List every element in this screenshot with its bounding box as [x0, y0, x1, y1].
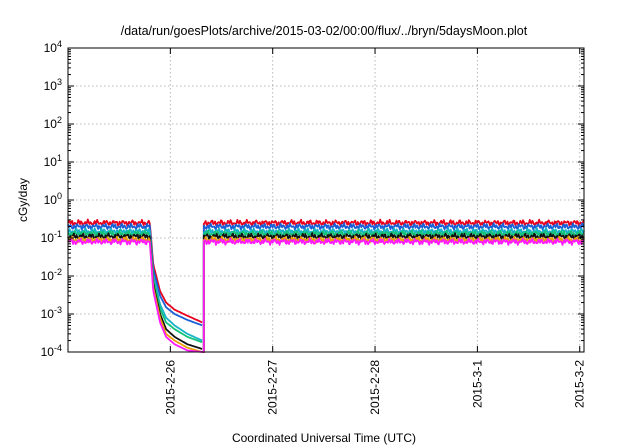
y-tick-label: 104 [44, 39, 62, 55]
series-line [67, 235, 585, 353]
series-line [67, 229, 584, 353]
y-tick-exponent: -3 [54, 305, 62, 315]
y-tick-base: 10 [44, 79, 58, 93]
y-tick-exponent: -1 [54, 229, 62, 239]
y-tick-base: 10 [41, 345, 55, 359]
y-tick-label: 10-4 [41, 343, 62, 359]
x-tick-label: 2015-2-26 [163, 360, 177, 415]
y-tick-base: 10 [41, 231, 55, 245]
y-tick-exponent: 2 [57, 115, 62, 125]
y-tick-exponent: 4 [57, 39, 62, 49]
series-path [203, 235, 585, 245]
y-tick-base: 10 [41, 269, 55, 283]
y-tick-label: 10-2 [41, 267, 62, 283]
y-tick-exponent: -4 [54, 343, 62, 353]
x-tick-label: 2015-3-1 [470, 360, 484, 408]
series-path [203, 222, 585, 231]
x-tick-label: 2015-2-28 [368, 360, 382, 415]
y-tick-exponent: 0 [57, 191, 62, 201]
series-path [67, 222, 203, 327]
series-path [202, 227, 585, 236]
grid [68, 48, 584, 352]
y-tick-exponent: -2 [54, 267, 62, 277]
series-gap-jump [202, 240, 205, 353]
y-tick-base: 10 [44, 117, 58, 131]
y-tick-base: 10 [44, 193, 58, 207]
y-tick-label: 103 [44, 77, 62, 93]
y-tick-label: 10-1 [41, 229, 62, 245]
y-tick-base: 10 [44, 41, 58, 55]
y-axis-label: cGy/day [16, 178, 30, 222]
y-tick-exponent: 3 [57, 77, 62, 87]
series-path [67, 227, 203, 342]
series-line [67, 227, 585, 353]
series-path [67, 232, 203, 350]
x-tick-label: 2015-2-27 [266, 360, 280, 415]
series-path [67, 235, 203, 353]
axis-ticks [68, 47, 584, 353]
y-tick-base: 10 [41, 307, 55, 321]
y-tick-exponent: 1 [57, 153, 62, 163]
chart-title: /data/run/goesPlots/archive/2015-03-02/0… [121, 24, 528, 38]
series-line [67, 237, 585, 353]
series-path [203, 237, 585, 246]
series-path [203, 218, 585, 228]
series-path [67, 238, 203, 353]
series-path [67, 218, 203, 324]
y-tick-label: 10-3 [41, 305, 62, 321]
series-group [67, 218, 585, 353]
series-path [67, 229, 203, 344]
y-tick-label: 101 [44, 153, 62, 169]
y-tick-label: 100 [44, 191, 62, 207]
y-tick-label: 102 [44, 115, 62, 131]
y-tick-base: 10 [44, 155, 58, 169]
x-axis-label: Coordinated Universal Time (UTC) [232, 431, 416, 445]
series-line [67, 232, 585, 353]
x-tick-label: 2015-3-2 [573, 360, 587, 408]
x-tick-labels: 2015-2-26 2015-2-27 2015-2-28 2015-3-1 2015-… [163, 360, 586, 415]
